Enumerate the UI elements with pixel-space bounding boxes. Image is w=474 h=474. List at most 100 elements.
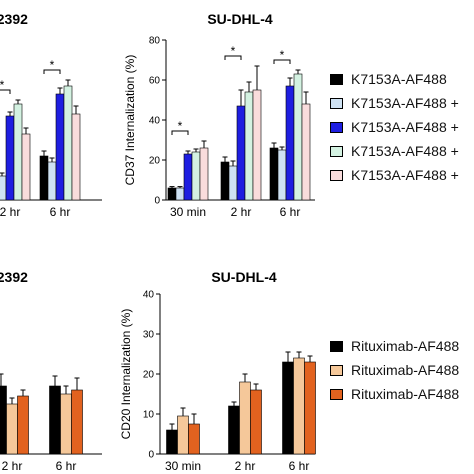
legend-label: K7153A-AF488 + <box>351 167 459 183</box>
bar <box>55 93 65 201</box>
y-tick-label: 0 <box>154 196 160 207</box>
legend-swatch <box>330 121 343 133</box>
bar <box>6 403 18 455</box>
legend-swatch <box>330 73 343 85</box>
x-tick-label: 2 hr <box>0 205 20 219</box>
legend-swatch <box>330 364 343 376</box>
x-tick-label: 2 hr <box>231 205 252 219</box>
legend-item: Rituximab-AF488 <box>330 382 474 406</box>
bar <box>269 147 279 201</box>
bar <box>220 161 230 201</box>
legend-item: K7153A-AF488 <box>330 67 474 91</box>
bar <box>166 429 178 455</box>
x-tick-label: 30 min <box>165 459 201 473</box>
x-tick-label: 6 hr <box>56 459 77 473</box>
significance-star: * <box>178 119 183 133</box>
bar <box>47 161 57 201</box>
x-tick-label: 2 hr <box>2 459 23 473</box>
x-tick-label: 30 min <box>170 205 206 219</box>
y-axis-label: CD20 Internalization (%) <box>119 309 133 440</box>
legend-item: K7153A-AF488 + <box>330 163 474 187</box>
legend-top: K7153A-AF488 K7153A-AF488 + K7153A-AF488… <box>330 67 474 187</box>
legend-label: Rituximab-AF488 <box>351 386 460 402</box>
bar <box>175 187 185 201</box>
bar <box>285 85 295 201</box>
bar <box>71 389 83 455</box>
chart-title: -2392 <box>0 11 28 27</box>
legend-label: K7153A-AF488 + <box>351 143 459 159</box>
bar <box>293 357 305 455</box>
significance-star: * <box>50 58 55 72</box>
y-tick-label: 20 <box>149 156 161 167</box>
bar <box>5 115 15 201</box>
x-tick-label: 6 hr <box>50 205 71 219</box>
legend-swatch <box>330 169 343 181</box>
significance-bracket <box>224 55 242 60</box>
legend-bottom: Rituximab-AF488 Rituximab-AF488 Rituxima… <box>330 334 474 406</box>
significance-star: * <box>0 78 5 92</box>
significance-bracket <box>171 130 189 135</box>
bar <box>228 165 238 201</box>
significance-star: * <box>280 48 285 62</box>
bar <box>71 113 81 201</box>
bar <box>301 103 311 201</box>
chart-title: SU-DHL-4 <box>211 269 277 285</box>
bar <box>282 361 294 455</box>
bar <box>293 73 303 201</box>
y-tick-label: 10 <box>143 410 155 421</box>
y-tick-label: 60 <box>149 76 161 87</box>
y-tick-label: 40 <box>149 116 161 127</box>
legend-swatch <box>330 97 343 109</box>
y-axis-label: CD37 Internalization (%) <box>123 55 137 186</box>
y-tick-label: 20 <box>143 370 155 381</box>
chart-panel: -2392 2 hr 6 hr <box>0 269 102 473</box>
bar <box>304 361 316 455</box>
legend-item: K7153A-AF488 + <box>330 115 474 139</box>
chart-title: -2392 <box>0 269 28 285</box>
bar <box>250 389 262 455</box>
bar <box>49 385 61 455</box>
bar <box>252 89 262 201</box>
bar <box>188 423 200 455</box>
bar <box>228 405 240 455</box>
significance-bracket <box>43 69 61 74</box>
x-tick-label: 6 hr <box>280 205 301 219</box>
significance-bracket <box>273 59 291 64</box>
bar <box>167 187 177 201</box>
legend-swatch <box>330 340 343 352</box>
legend-label: Rituximab-AF488 <box>351 338 460 354</box>
legend-item: Rituximab-AF488 <box>330 358 474 382</box>
bar <box>239 381 251 455</box>
y-tick-label: 40 <box>143 290 155 301</box>
y-tick-label: 80 <box>149 36 161 47</box>
bar <box>0 175 7 201</box>
legend-swatch <box>330 145 343 157</box>
significance-star: * <box>231 44 236 58</box>
bar <box>244 91 254 201</box>
bar <box>17 395 29 455</box>
legend-item: K7153A-AF488 + <box>330 139 474 163</box>
bar <box>60 393 72 455</box>
legend-item: K7153A-AF488 + <box>330 91 474 115</box>
legend-label: K7153A-AF488 + <box>351 119 459 135</box>
bar <box>63 85 73 201</box>
legend-item: Rituximab-AF488 <box>330 334 474 358</box>
bar <box>199 147 209 201</box>
bar <box>39 155 49 201</box>
bar <box>277 149 287 201</box>
bar <box>183 153 193 201</box>
bar <box>191 151 201 201</box>
legend-label: Rituximab-AF488 <box>351 362 460 378</box>
chart-panel: -2392 2 hr * 6 hr * <box>0 11 102 219</box>
x-tick-label: 2 hr <box>235 459 256 473</box>
chart-panel: SU-DHL-4 0 20 40 60 80 CD37 Internalization (%… <box>123 11 315 219</box>
significance-bracket <box>0 89 11 94</box>
legend-label: K7153A-AF488 <box>351 71 447 87</box>
bar <box>236 105 246 201</box>
bar <box>177 415 189 455</box>
chart-title: SU-DHL-4 <box>207 11 273 27</box>
bar <box>0 385 7 455</box>
chart-panel: SU-DHL-4 0 10 20 30 40 CD20 Internalization (%… <box>119 269 316 473</box>
y-tick-label: 30 <box>143 330 155 341</box>
